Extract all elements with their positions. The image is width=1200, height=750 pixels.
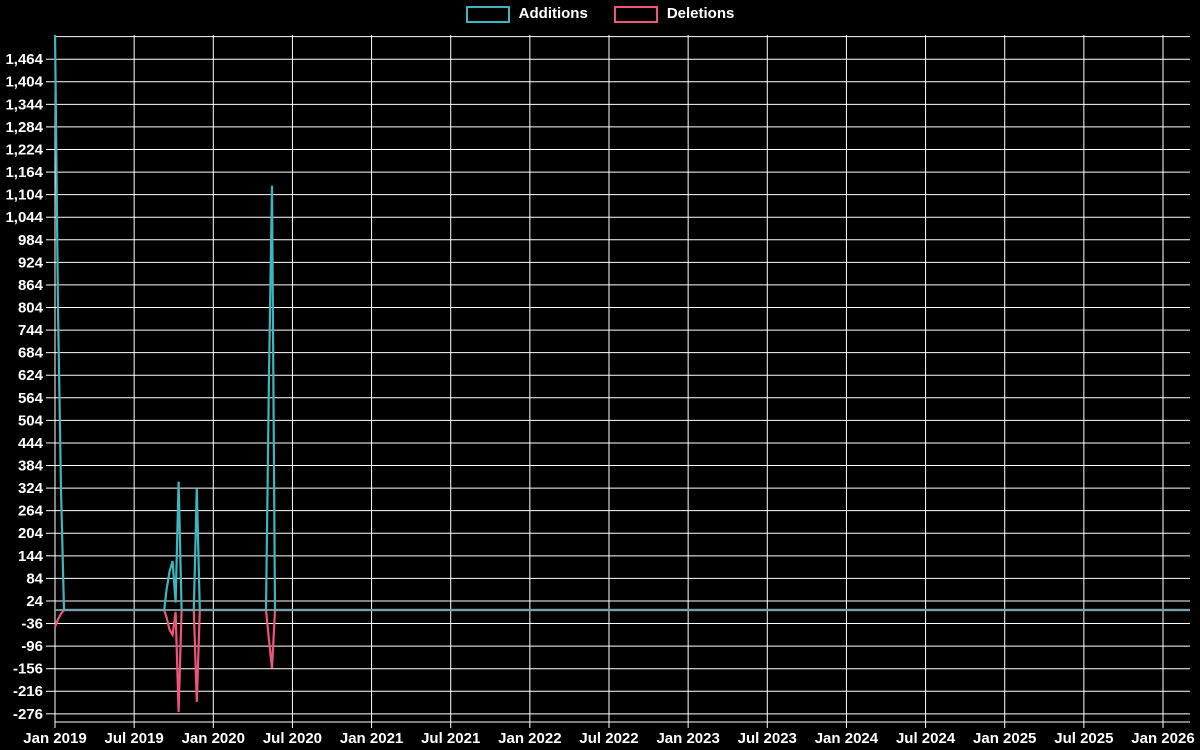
x-tick-label: Jan 2021 <box>340 730 403 747</box>
y-tick-label: 564 <box>18 390 44 407</box>
x-tick-label: Jan 2023 <box>656 730 719 747</box>
y-tick-label: 84 <box>26 570 43 587</box>
y-tick-label: -36 <box>21 616 43 633</box>
x-tick-label: Jan 2019 <box>23 730 86 747</box>
x-tick-label: Jul 2023 <box>738 730 797 747</box>
y-tick-label: 684 <box>18 345 44 362</box>
y-tick-label: 864 <box>18 277 44 294</box>
y-tick-label: 204 <box>18 525 44 542</box>
additions-line[interactable] <box>53 31 1190 612</box>
x-tick-label: Jan 2024 <box>815 730 879 747</box>
y-tick-label: 1,284 <box>5 119 43 136</box>
x-tick-label: Jul 2019 <box>105 730 164 747</box>
y-tick-label: 1,044 <box>5 209 43 226</box>
additions-legend-swatch <box>465 5 510 23</box>
y-tick-label: 324 <box>18 480 44 497</box>
x-tick-label: Jul 2020 <box>263 730 322 747</box>
x-tick-label: Jan 2022 <box>498 730 561 747</box>
y-tick-label: 24 <box>26 593 43 610</box>
y-tick-label: 1,224 <box>5 141 43 158</box>
x-tick-label: Jan 2026 <box>1131 730 1194 747</box>
legend-item-deletions[interactable]: Deletions <box>613 5 735 23</box>
y-tick-label: -276 <box>13 706 43 723</box>
x-tick-label: Jul 2024 <box>896 730 956 747</box>
y-tick-label: 384 <box>18 457 44 474</box>
legend-item-additions[interactable]: Additions <box>465 5 588 23</box>
x-tick-label: Jul 2022 <box>579 730 638 747</box>
deletions-legend-swatch <box>613 5 658 23</box>
x-tick-label: Jan 2025 <box>973 730 1036 747</box>
y-tick-label: 144 <box>18 548 44 565</box>
y-tick-label: 924 <box>18 254 44 271</box>
deletions-line[interactable] <box>53 608 1190 713</box>
chart-legend: Additions Deletions <box>0 5 1200 23</box>
y-tick-label: 1,164 <box>5 164 43 181</box>
y-tick-label: 1,464 <box>5 51 43 68</box>
y-tick-label: -216 <box>13 683 43 700</box>
y-tick-label: 1,344 <box>5 96 43 113</box>
y-tick-label: 804 <box>18 299 44 316</box>
x-tick-label: Jul 2025 <box>1054 730 1113 747</box>
y-tick-label: 1,104 <box>5 187 43 204</box>
additions-legend-label: Additions <box>518 5 588 22</box>
deletions-legend-label: Deletions <box>666 5 735 22</box>
y-tick-label: 264 <box>18 503 44 520</box>
y-tick-label: 1,404 <box>5 74 43 91</box>
y-tick-label: -156 <box>13 661 43 678</box>
y-tick-label: 624 <box>18 367 44 384</box>
y-tick-label: 444 <box>18 435 44 452</box>
y-tick-label: 744 <box>18 322 44 339</box>
y-tick-label: 984 <box>18 232 44 249</box>
x-tick-label: Jul 2021 <box>421 730 480 747</box>
x-tick-label: Jan 2020 <box>182 730 245 747</box>
y-tick-label: -96 <box>21 638 43 655</box>
y-tick-label: 504 <box>18 412 44 429</box>
